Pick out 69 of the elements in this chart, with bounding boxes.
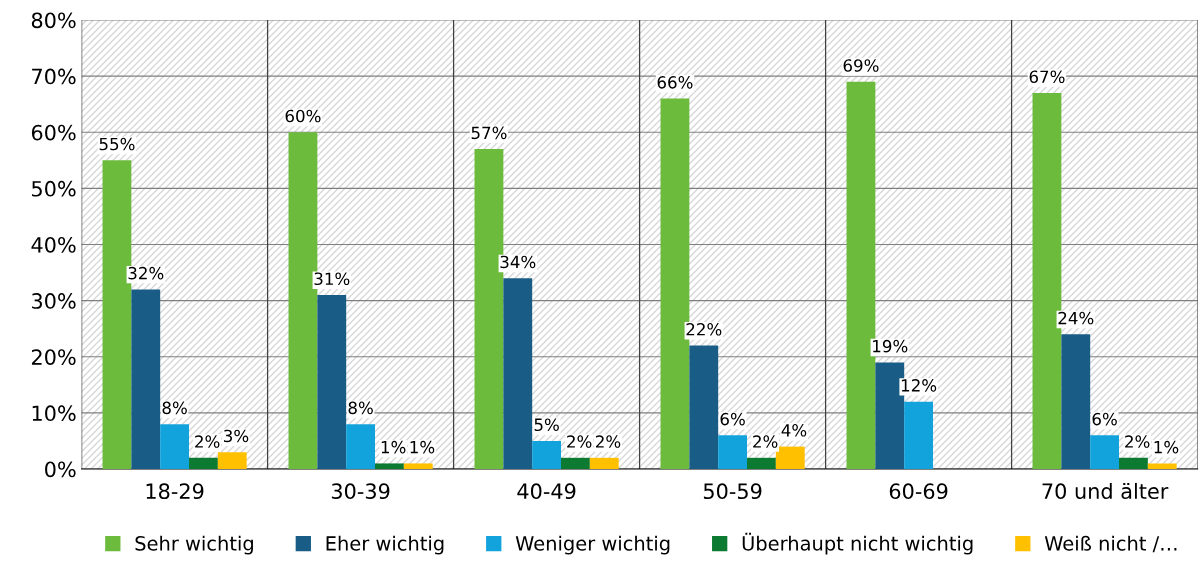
text: 6% [1092, 412, 1117, 426]
text: 8% [162, 401, 187, 415]
text: 2% [1125, 435, 1150, 448]
x-tick-label: 18-29 [146, 483, 204, 500]
text: 5% [534, 418, 559, 432]
bar [189, 457, 218, 470]
text: 24% [1058, 311, 1094, 325]
y-tick-label: 20% [31, 349, 76, 365]
x-tick-label: 40-49 [517, 483, 576, 500]
legend-label: Überhaupt nicht wichtig [742, 532, 973, 555]
text: 1% [410, 440, 435, 454]
legend-label: Sehr wichtig [135, 535, 253, 555]
text: 12% [901, 379, 937, 392]
bar [1119, 457, 1148, 470]
text: 67% [1029, 70, 1065, 84]
y-tick-label: 0% [45, 461, 76, 478]
text: 32% [128, 266, 164, 280]
legend-label: Weniger wichtig [515, 535, 670, 555]
y-tick-label: 80% [31, 12, 76, 29]
text: 19% [873, 339, 908, 353]
x-tick-label: 30-39 [331, 483, 390, 500]
text: 2% [753, 435, 778, 448]
text: 66% [657, 76, 693, 89]
bar [904, 401, 934, 470]
text: 69% [843, 59, 879, 72]
bar [403, 463, 433, 470]
bar [503, 278, 533, 470]
y-tick-label: 40% [31, 236, 76, 253]
bar [1147, 463, 1177, 470]
bar [1061, 334, 1091, 470]
bar [131, 289, 161, 470]
bar [346, 424, 376, 470]
x-tick-label: 60-69 [889, 483, 948, 500]
bar [317, 295, 347, 470]
text: 1% [1154, 440, 1179, 454]
y-tick-label: 50% [32, 180, 76, 197]
text: 2% [595, 435, 621, 448]
text: 3% [224, 429, 249, 443]
text: 55% [99, 137, 135, 151]
y-tick-label: 10% [32, 405, 76, 422]
legend-label: Eher wichtig [326, 535, 444, 555]
text: 1% [381, 440, 406, 454]
y-tick-label: 60% [31, 124, 76, 141]
bar [689, 345, 719, 470]
text: 31% [314, 272, 350, 286]
bar [589, 457, 619, 470]
text: 8% [348, 401, 373, 415]
text: 2% [567, 435, 592, 448]
x-tick-label: 70 und älter [1042, 482, 1169, 500]
bar [217, 452, 247, 470]
legend-label: Weiß nicht /… [1044, 535, 1177, 553]
text: 57% [471, 126, 507, 140]
bar [1090, 435, 1120, 470]
bar [375, 463, 404, 470]
y-tick-label: 70% [32, 68, 76, 85]
text: 2% [195, 435, 220, 448]
x-tick-label: 50-59 [703, 483, 762, 500]
bar [775, 446, 805, 470]
bar [747, 457, 776, 470]
bar [561, 457, 590, 470]
text: 6% [720, 412, 745, 426]
bar [532, 440, 562, 470]
text: 22% [686, 322, 722, 336]
text: 34% [500, 255, 536, 269]
y-tick-label: 30% [32, 293, 76, 309]
bar [160, 424, 190, 470]
text: 4% [781, 424, 807, 437]
text: 60% [285, 109, 321, 123]
bar [718, 435, 748, 470]
